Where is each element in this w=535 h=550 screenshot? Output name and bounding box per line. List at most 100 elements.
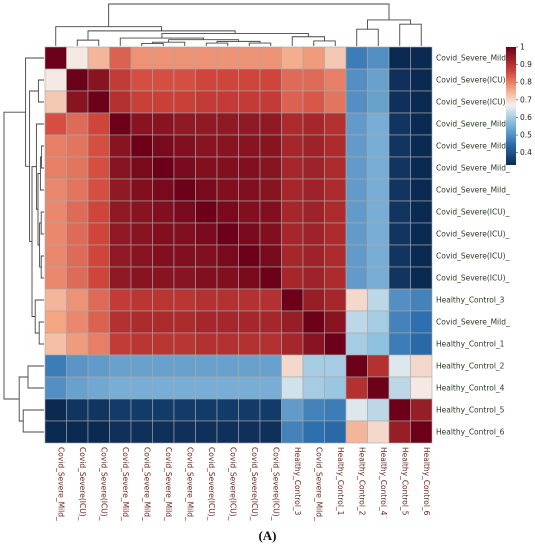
dendrogram-link — [41, 145, 44, 169]
heatmap-cell — [195, 178, 218, 202]
dendrogram-link — [3, 111, 26, 400]
heatmap-cell — [44, 266, 67, 290]
heatmap-cell — [109, 134, 132, 158]
heatmap-cell — [238, 266, 261, 290]
heatmap-cell — [410, 376, 433, 400]
heatmap-cell — [87, 288, 110, 312]
heatmap-cell — [87, 134, 110, 158]
heatmap-cell — [388, 178, 411, 202]
heatmap-cell — [44, 68, 67, 92]
heatmap-cell — [87, 354, 110, 378]
heatmap-cell — [87, 222, 110, 246]
heatmap-cell — [195, 156, 218, 180]
heatmap-cell — [410, 354, 433, 378]
heatmap-cell — [281, 332, 304, 356]
heatmap-cell — [44, 420, 67, 444]
heatmap-cell — [367, 244, 390, 268]
heatmap-cell — [302, 376, 325, 400]
heatmap-cell — [302, 332, 325, 356]
heatmap-cell — [87, 420, 110, 444]
heatmap-cell — [410, 398, 433, 422]
column-label: Covid_Severe(ICU)_ — [228, 447, 237, 521]
heatmap-cell — [87, 46, 110, 70]
figure-caption: (A) — [258, 528, 277, 543]
heatmap-cell — [410, 68, 433, 92]
heatmap-cell — [195, 398, 218, 422]
column-label: Covid_Severe(ICU)_ — [78, 447, 87, 521]
heatmap-cell — [259, 156, 282, 180]
heatmap-cell — [173, 200, 196, 224]
heatmap-cell — [410, 420, 433, 444]
row-label: Covid_Severe(ICU)_ — [436, 98, 510, 107]
heatmap-cell — [173, 222, 196, 246]
heatmap-cell — [66, 244, 89, 268]
heatmap-cell — [109, 68, 132, 92]
heatmap-cell — [388, 46, 411, 70]
dendrogram-link — [39, 156, 44, 191]
heatmap-cell — [152, 376, 175, 400]
heatmap-cell — [259, 134, 282, 158]
heatmap-cell — [345, 420, 368, 444]
heatmap-cell — [173, 134, 196, 158]
heatmap-cell — [367, 310, 390, 334]
heatmap-cell — [195, 288, 218, 312]
column-label: Covid_Severe(ICU)_ — [271, 447, 280, 521]
dendrogram-link — [40, 211, 44, 235]
heatmap-cell — [195, 244, 218, 268]
heatmap-cell — [109, 332, 132, 356]
heatmap-cell — [238, 310, 261, 334]
heatmap-cell — [152, 90, 175, 114]
heatmap-cell — [66, 332, 89, 356]
heatmap-cell — [302, 310, 325, 334]
heatmap-cell — [44, 156, 67, 180]
heatmap-cell — [66, 376, 89, 400]
heatmap-cell — [367, 332, 390, 356]
heatmap-cell — [324, 90, 347, 114]
heatmap-cell — [281, 178, 304, 202]
heatmap-cell — [195, 200, 218, 224]
heatmap-cell — [87, 398, 110, 422]
dendrogram-link — [31, 166, 37, 317]
heatmap-cell — [259, 46, 282, 70]
heatmap-cell — [66, 112, 89, 136]
heatmap-cell — [216, 244, 239, 268]
heatmap-cell — [410, 310, 433, 334]
heatmap-cell — [109, 244, 132, 268]
heatmap-cell — [109, 310, 132, 334]
heatmap-cell — [238, 398, 261, 422]
row-dendrogram — [3, 57, 44, 433]
heatmap-cell — [152, 68, 175, 92]
heatmap-cell — [302, 68, 325, 92]
legend-tick-label: 0.5 — [520, 131, 532, 140]
heatmap-cell — [367, 266, 390, 290]
heatmap-cell — [238, 354, 261, 378]
heatmap-cell — [130, 420, 153, 444]
heatmap-cell — [87, 178, 110, 202]
heatmap-cell — [281, 376, 304, 400]
heatmap-cell — [195, 68, 218, 92]
heatmap-cell — [410, 288, 433, 312]
heatmap-cell — [238, 376, 261, 400]
color-legend: 1 0.9 0.8 0.7 0.6 0.5 0.4 — [506, 43, 532, 165]
column-label: Healthy_Control_2 — [357, 447, 366, 516]
dendrogram-link — [108, 3, 390, 27]
dendrogram-link — [399, 23, 422, 46]
heatmap-cell — [388, 68, 411, 92]
heatmap-cell — [195, 46, 218, 70]
row-label: Covid_Severe(ICU)_ — [436, 76, 510, 85]
column-label: Covid_Severe(ICU)_ — [207, 447, 216, 521]
heatmap-cell — [410, 134, 433, 158]
heatmap-cell — [44, 46, 67, 70]
heatmap-cell — [281, 200, 304, 224]
column-label: Covid_Severe(ICU)_ — [250, 447, 259, 521]
heatmap-cell — [345, 398, 368, 422]
row-label: Covid_Severe(ICU)_ — [436, 252, 510, 261]
row-label: Healthy_Control_2 — [436, 362, 505, 371]
legend-tick-label: 0.4 — [520, 148, 532, 157]
heatmap-cell — [324, 46, 347, 70]
heatmap-cell — [152, 332, 175, 356]
heatmap-cell — [173, 156, 196, 180]
column-label: Healthy_Control_3 — [293, 447, 302, 516]
heatmap-cell — [66, 90, 89, 114]
heatmap-cell — [87, 156, 110, 180]
